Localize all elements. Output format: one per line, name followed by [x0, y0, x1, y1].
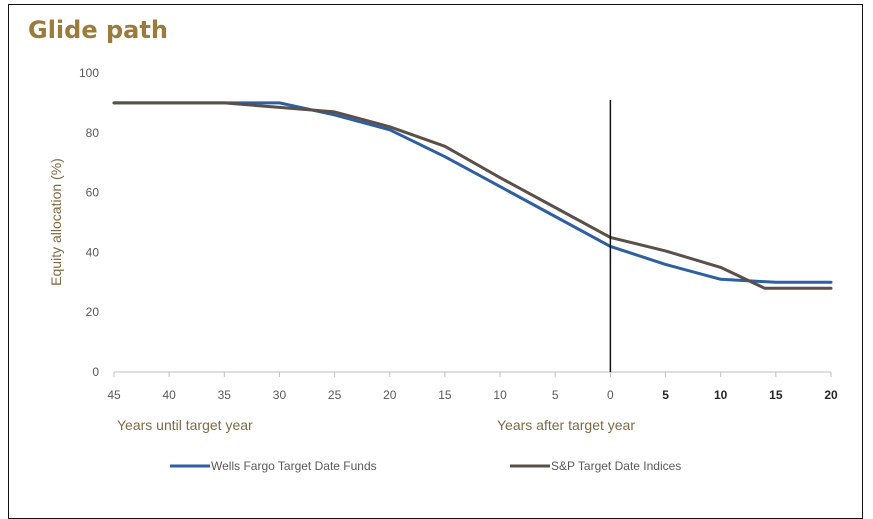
x-tick-label: 10 [493, 388, 507, 402]
x-tick-label: 35 [218, 388, 232, 402]
x-axis-title-right: Years after target year [497, 417, 635, 433]
y-tick-label: 100 [79, 66, 99, 80]
x-axis-title-left: Years until target year [117, 417, 253, 433]
x-tick-label: 5 [552, 388, 559, 402]
x-tick-label: 20 [383, 388, 397, 402]
x-tick-label: 45 [107, 388, 121, 402]
legend: Wells Fargo Target Date Funds S&P Target … [170, 459, 681, 473]
y-tick-label: 40 [86, 245, 100, 259]
x-tick-label: 25 [328, 388, 342, 402]
series-lines [114, 103, 831, 288]
y-axis: 0 20 40 60 80 100 [79, 66, 99, 379]
x-axis: 45 40 35 30 25 20 15 10 5 0 5 10 15 20 [107, 372, 838, 402]
series-line-1 [114, 103, 831, 282]
legend-label: S&P Target Date Indices [551, 459, 681, 473]
x-tick-label: 40 [162, 388, 176, 402]
y-tick-label: 60 [86, 186, 100, 200]
x-tick-label: 30 [273, 388, 287, 402]
x-tick-label: 10 [714, 388, 728, 402]
x-tick-label: 15 [769, 388, 783, 402]
y-tick-label: 20 [86, 305, 100, 319]
series-line-2 [114, 103, 831, 288]
x-tick-label: 15 [438, 388, 452, 402]
x-tick-label: 5 [662, 388, 669, 402]
x-tick-label: 20 [824, 388, 838, 402]
y-tick-label: 80 [86, 126, 100, 140]
x-tick-label: 0 [607, 388, 614, 402]
legend-label: Wells Fargo Target Date Funds [211, 459, 377, 473]
y-axis-title: Equity allocation (%) [48, 158, 64, 286]
y-tick-label: 0 [92, 365, 99, 379]
